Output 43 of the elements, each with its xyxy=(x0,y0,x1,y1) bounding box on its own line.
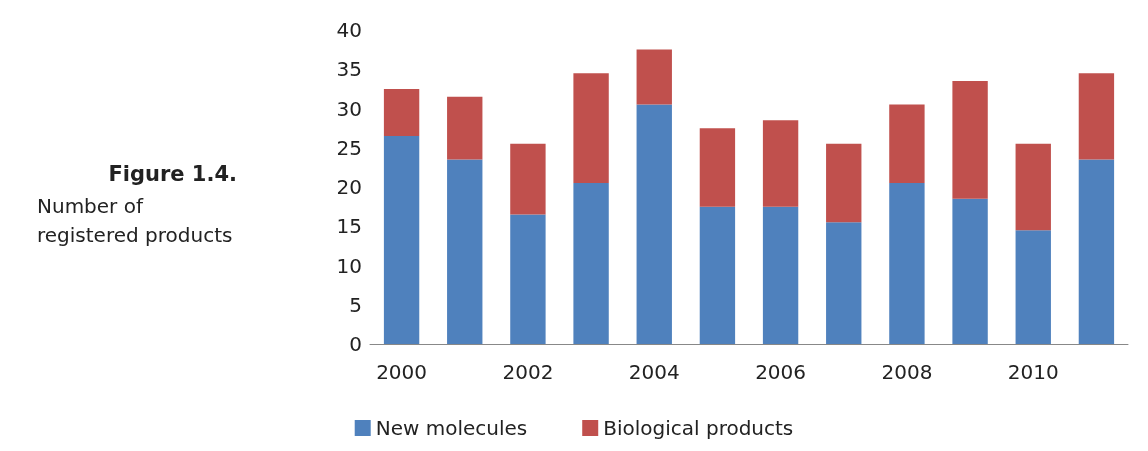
legend-label: Biological products xyxy=(603,416,794,440)
bar xyxy=(826,143,862,223)
legend-label: New molecules xyxy=(375,416,528,440)
y-tick-label: 15 xyxy=(336,214,362,239)
bar xyxy=(636,49,672,105)
text: Figure 1.4. xyxy=(108,161,238,186)
bar xyxy=(510,143,546,215)
y-tick-label: 40 xyxy=(336,18,362,42)
bar xyxy=(636,104,672,344)
bar xyxy=(889,183,925,344)
x-tick-label: 2008 xyxy=(881,360,933,384)
bar xyxy=(1015,230,1051,344)
y-tick-label: 20 xyxy=(336,175,362,199)
bar xyxy=(510,214,546,344)
bar xyxy=(699,206,736,344)
y-tick-label: 25 xyxy=(336,135,362,160)
bar xyxy=(952,198,988,344)
y-tick-label: 5 xyxy=(349,292,362,317)
bar xyxy=(762,120,799,207)
bar xyxy=(573,73,609,184)
x-tick-label: 2002 xyxy=(502,360,554,384)
y-tick-label: 10 xyxy=(336,253,362,278)
bar xyxy=(573,183,609,344)
bar xyxy=(383,88,420,136)
x-tick-label: 2004 xyxy=(628,360,680,384)
y-tick-label: 0 xyxy=(349,332,362,356)
x-tick-label: 2010 xyxy=(1007,360,1059,384)
bar xyxy=(1078,159,1115,344)
x-tick-label: 2006 xyxy=(755,360,807,384)
bar xyxy=(447,96,483,160)
bar xyxy=(699,128,736,207)
bar xyxy=(383,135,420,344)
y-tick-label: 30 xyxy=(336,96,362,121)
bar xyxy=(952,81,988,199)
bar xyxy=(1015,143,1051,231)
bar xyxy=(762,206,799,344)
bar xyxy=(1078,73,1115,160)
text: Number of registered products xyxy=(37,193,233,247)
bar xyxy=(889,104,925,184)
bar xyxy=(826,222,862,344)
y-tick-label: 35 xyxy=(336,57,362,82)
bar xyxy=(447,159,483,344)
x-tick-label: 2000 xyxy=(376,360,428,384)
